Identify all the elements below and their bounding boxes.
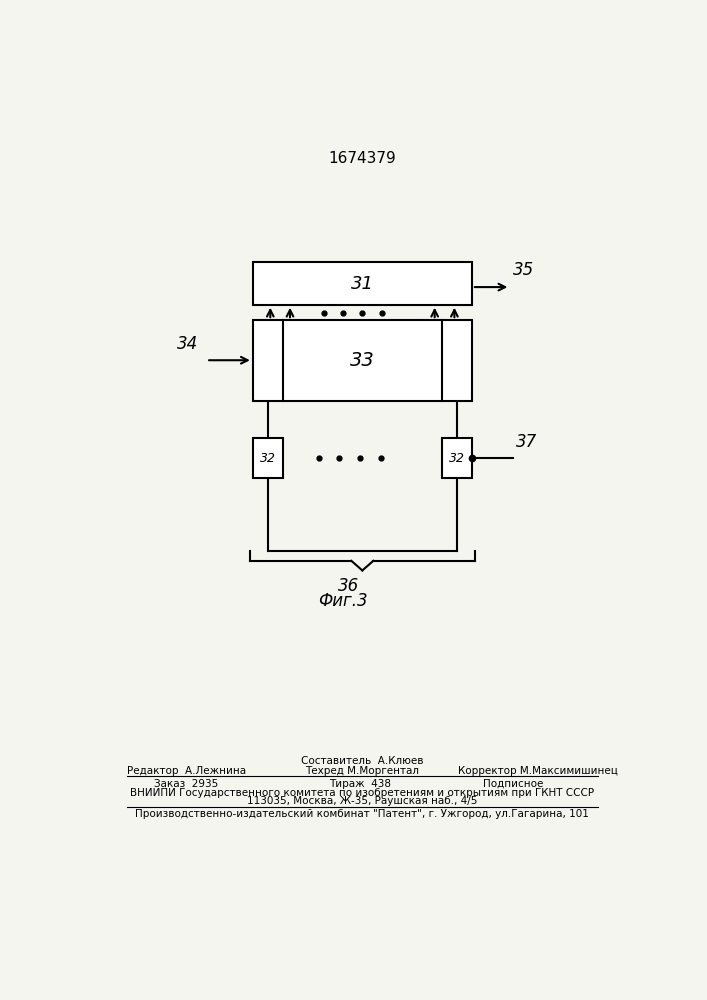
Text: Заказ  2935: Заказ 2935	[154, 779, 218, 789]
Text: 1674379: 1674379	[329, 151, 396, 166]
Text: 36: 36	[338, 577, 359, 595]
Text: 37: 37	[516, 433, 537, 451]
Bar	[253, 262, 472, 305]
Text: 33: 33	[350, 351, 375, 370]
Text: 32: 32	[259, 452, 276, 465]
Text: Корректор М.Максимишинец: Корректор М.Максимишинец	[457, 766, 618, 776]
Text: Техред М.Моргентал: Техред М.Моргентал	[305, 766, 419, 776]
Text: Тираж  438: Тираж 438	[329, 779, 392, 789]
Text: Редактор  А.Лежнина: Редактор А.Лежнина	[127, 766, 247, 776]
Text: Составитель  А.Клюев: Составитель А.Клюев	[301, 756, 423, 766]
Bar	[253, 438, 283, 478]
Bar	[442, 438, 472, 478]
Text: 31: 31	[351, 275, 374, 293]
Bar	[253, 320, 472, 401]
Text: 34: 34	[177, 335, 198, 353]
Text: Производственно-издательский комбинат "Патент", г. Ужгород, ул.Гагарина, 101: Производственно-издательский комбинат "П…	[136, 809, 589, 819]
Text: Подписное: Подписное	[483, 779, 543, 789]
Text: 113035, Москва, Ж-35, Раушская наб., 4/5: 113035, Москва, Ж-35, Раушская наб., 4/5	[247, 796, 477, 806]
Text: Фиг.3: Фиг.3	[319, 592, 368, 610]
Text: 32: 32	[449, 452, 465, 465]
Text: 35: 35	[513, 261, 534, 279]
Text: ВНИИПИ Государственного комитета по изобретениям и открытиям при ГКНТ СССР: ВНИИПИ Государственного комитета по изоб…	[130, 788, 595, 798]
